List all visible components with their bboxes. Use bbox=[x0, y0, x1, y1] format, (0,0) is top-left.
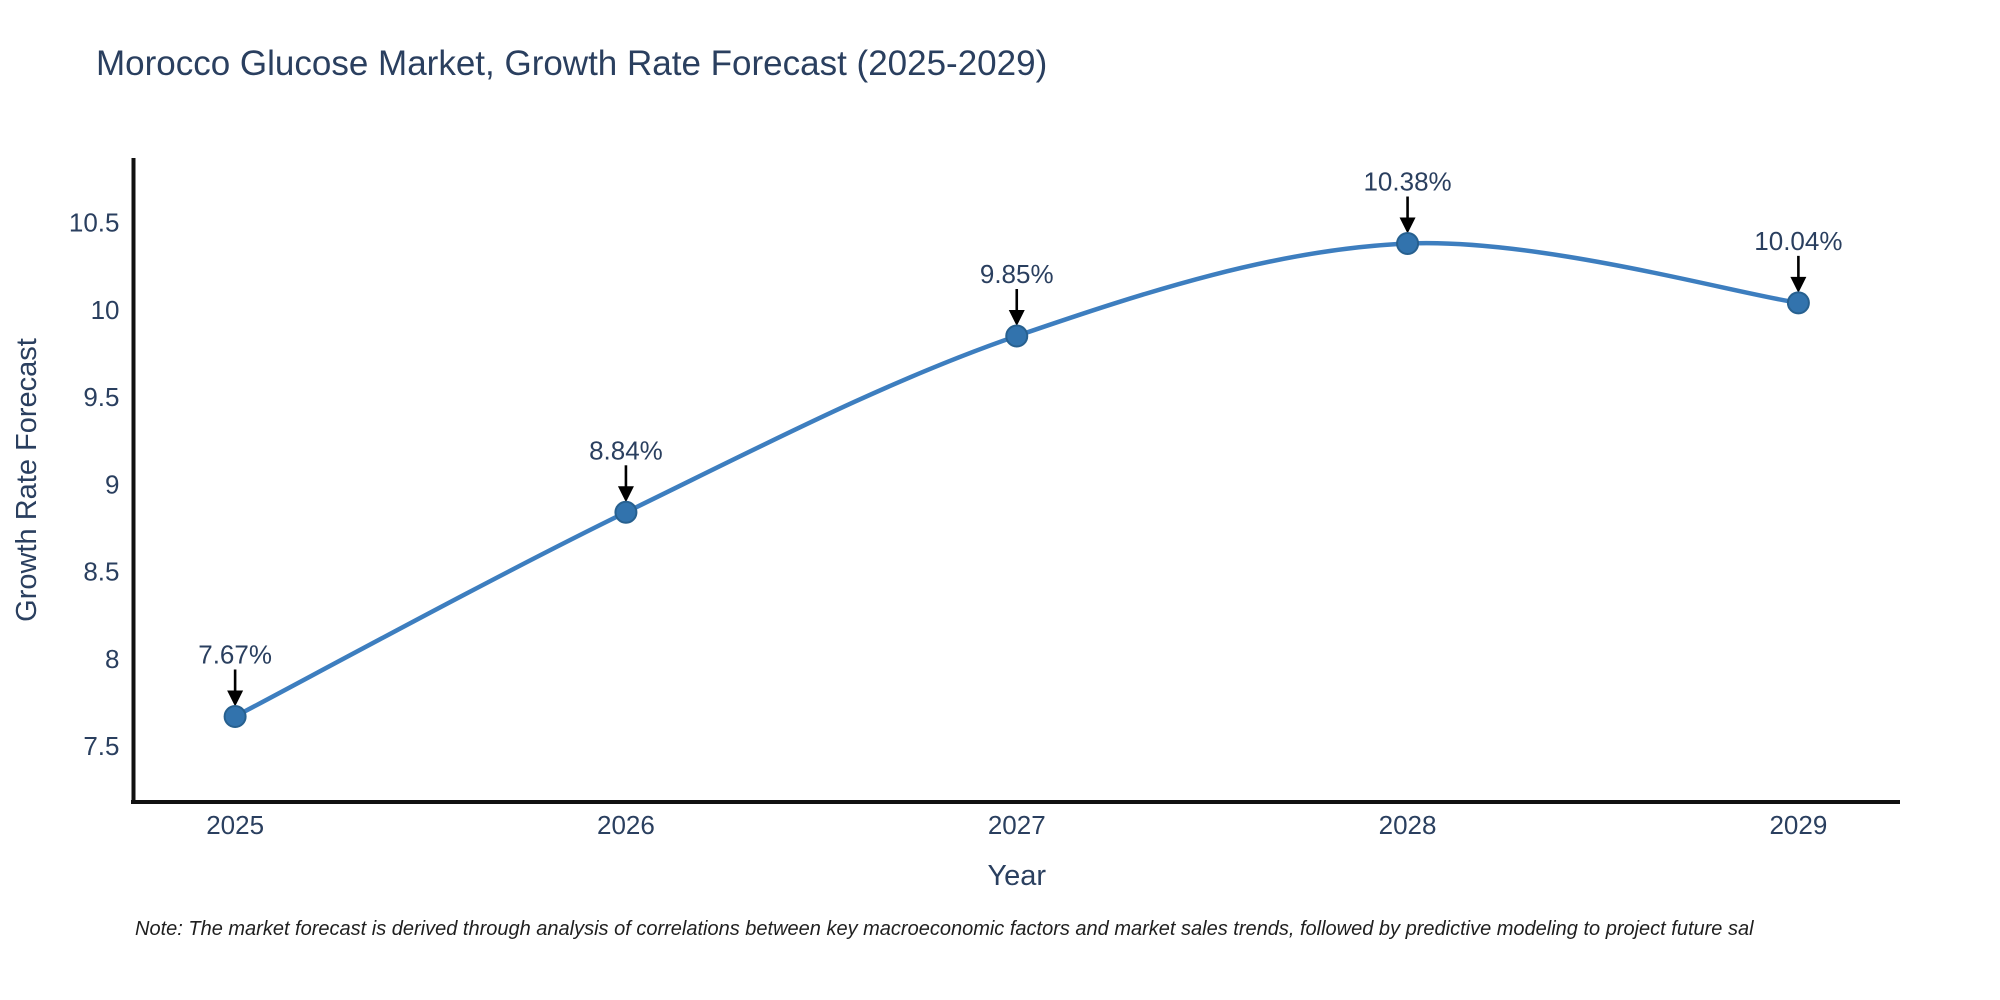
data-point-label: 8.84% bbox=[589, 435, 663, 465]
annotation-arrow-head bbox=[227, 690, 244, 707]
x-axis-title: Year bbox=[987, 860, 1046, 892]
annotation-arrow-head bbox=[1790, 276, 1807, 293]
annotation-arrow-head bbox=[617, 486, 634, 503]
data-point-label: 10.04% bbox=[1754, 226, 1842, 256]
y-tick-label: 9 bbox=[105, 469, 119, 499]
y-tick-label: 9.5 bbox=[83, 382, 119, 412]
data-point-label: 7.67% bbox=[198, 639, 272, 669]
data-point-label: 10.38% bbox=[1363, 167, 1451, 197]
y-axis-title: Growth Rate Forecast bbox=[11, 338, 43, 622]
x-tick-label: 2025 bbox=[206, 810, 264, 840]
data-point[interactable] bbox=[1786, 291, 1810, 315]
x-tick-label: 2026 bbox=[597, 810, 655, 840]
data-point[interactable] bbox=[223, 704, 247, 728]
x-tick-label: 2029 bbox=[1769, 810, 1827, 840]
data-point[interactable] bbox=[1005, 324, 1029, 348]
data-point-label: 9.85% bbox=[980, 259, 1054, 289]
footnote-text: Note: The market forecast is derived thr… bbox=[135, 918, 1754, 940]
data-point[interactable] bbox=[1396, 232, 1420, 256]
y-tick-label: 10 bbox=[91, 295, 120, 325]
x-tick-label: 2028 bbox=[1379, 810, 1437, 840]
annotation-arrow-head bbox=[1399, 217, 1416, 234]
y-tick-label: 8.5 bbox=[83, 557, 119, 587]
annotation-arrow-head bbox=[1008, 310, 1025, 327]
chart-title: Morocco Glucose Market, Growth Rate Fore… bbox=[96, 44, 1048, 83]
data-point[interactable] bbox=[614, 500, 638, 524]
y-tick-label: 8 bbox=[105, 644, 119, 674]
y-tick-label: 10.5 bbox=[69, 208, 120, 238]
y-tick-label: 7.5 bbox=[83, 731, 119, 761]
x-tick-label: 2027 bbox=[988, 810, 1046, 840]
